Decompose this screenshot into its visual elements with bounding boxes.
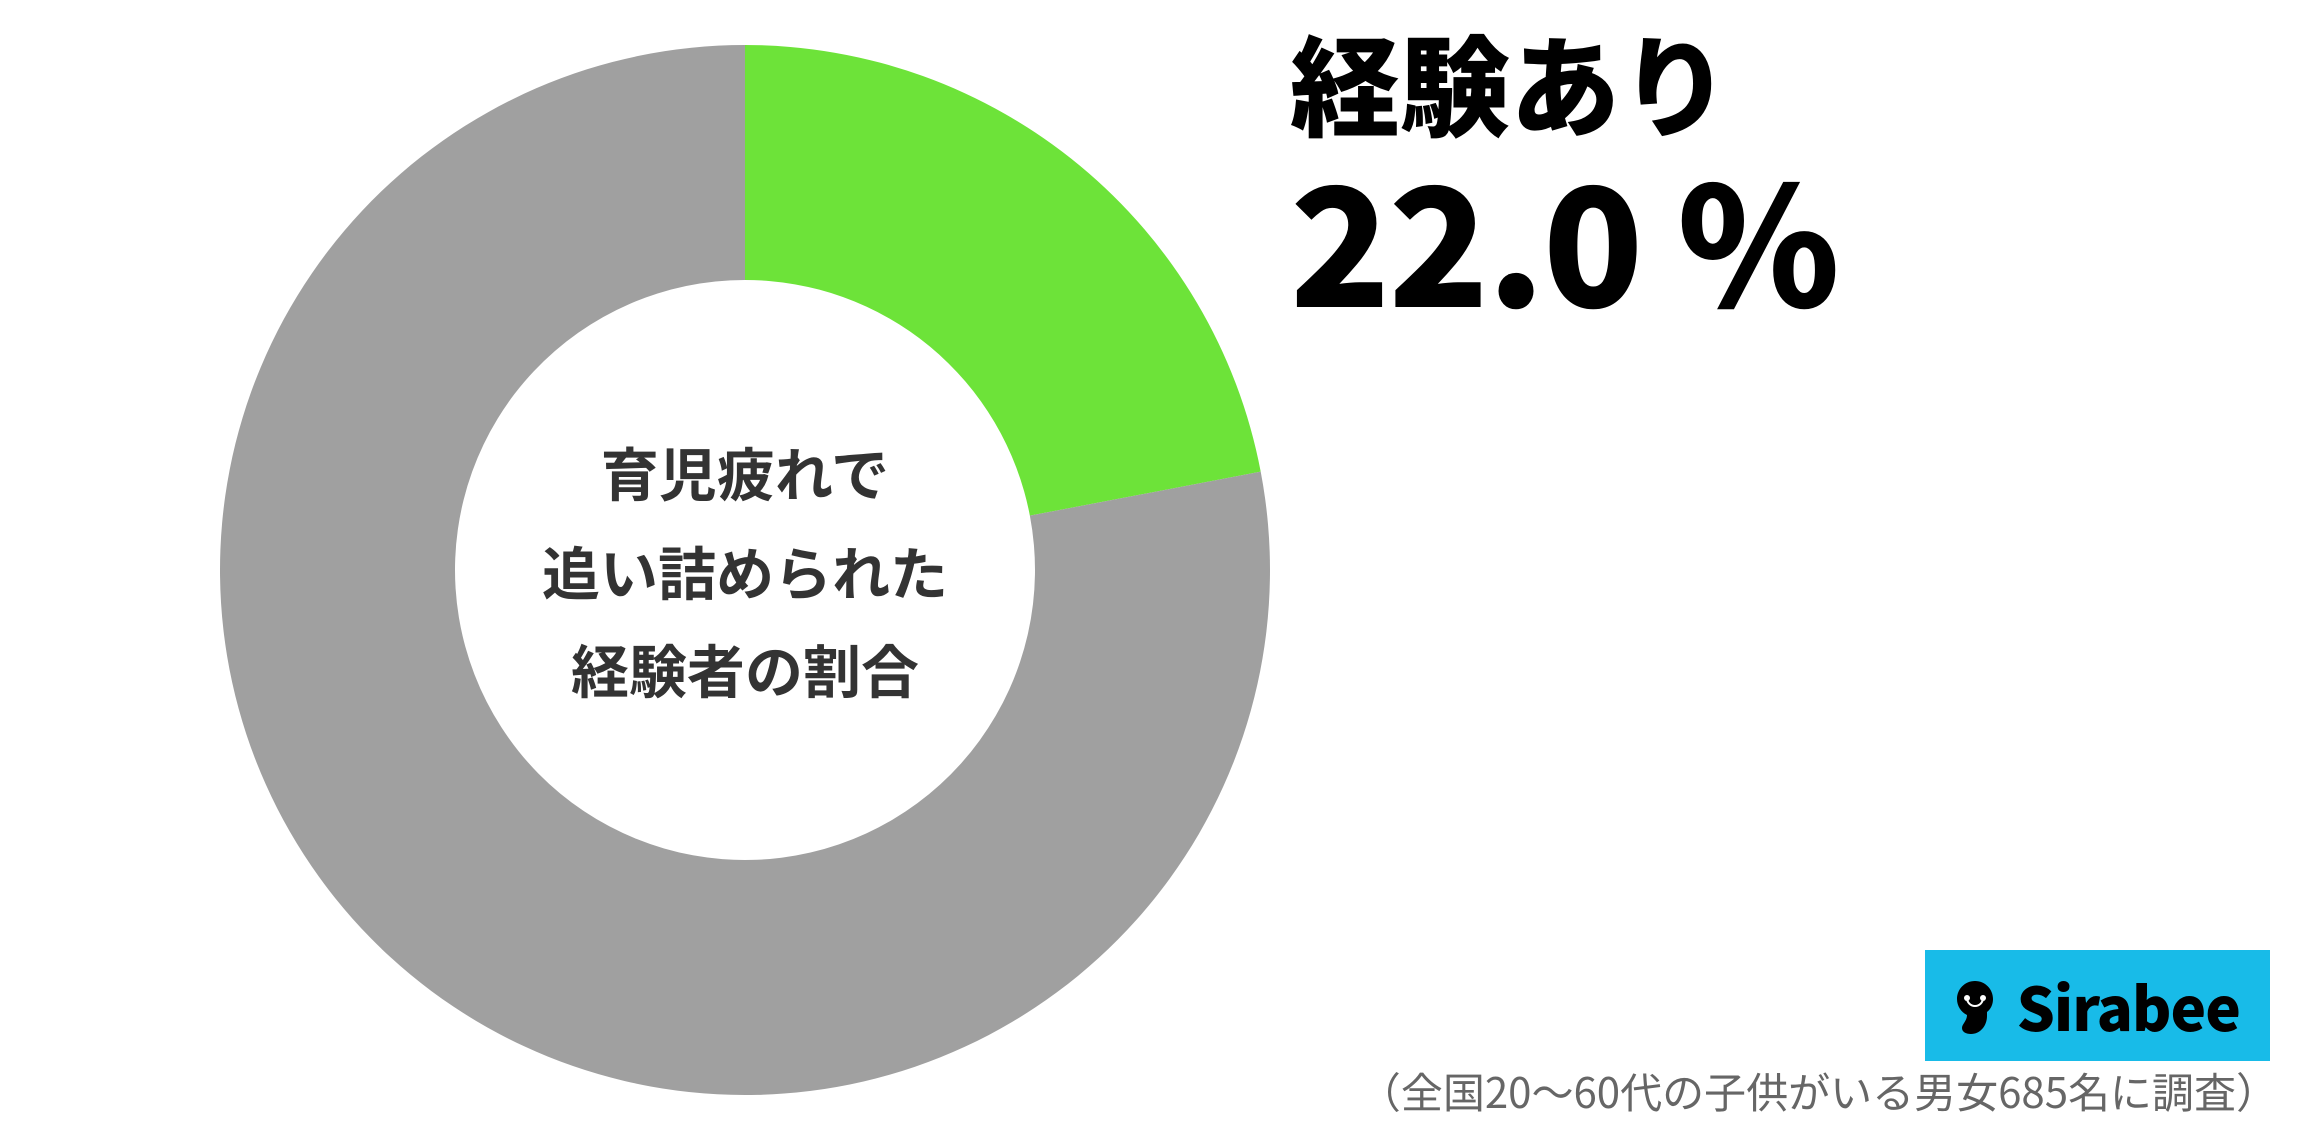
callout-percent: 22.0 %	[1290, 141, 1838, 331]
sirabee-text: Sirabee	[2017, 962, 2240, 1049]
sirabee-badge: Sirabee	[1925, 950, 2270, 1061]
donut-chart-container: 育児疲れで 追い詰められた 経験者の割合	[220, 45, 1270, 1095]
chart-center-text: 育児疲れで 追い詰められた 経験者の割合	[542, 422, 948, 718]
center-line-2: 追い詰められた	[542, 521, 948, 620]
center-line-1: 育児疲れで	[542, 422, 948, 521]
center-line-3: 経験者の割合	[542, 619, 948, 718]
sirabee-logo-icon	[1945, 976, 2005, 1036]
callout-label: 経験あり 22.0 %	[1290, 20, 1838, 331]
footnote-text: （全国20〜60代の子供がいる男女685名に調査）	[1359, 1060, 2278, 1121]
